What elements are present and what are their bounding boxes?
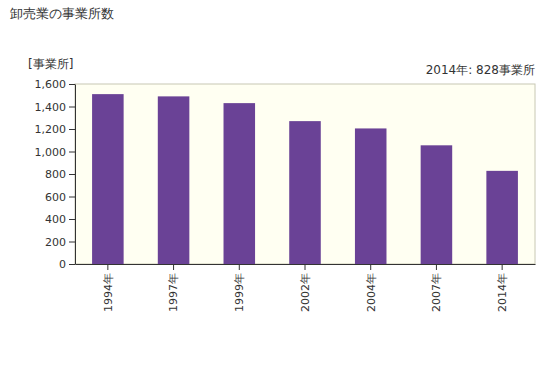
y-tick: 0	[59, 258, 75, 271]
bars	[92, 94, 518, 264]
y-axis-label: [事業所]	[28, 57, 73, 71]
x-tick-label: 2014年	[496, 273, 509, 312]
x-tick-label: 1997年	[167, 273, 180, 312]
x-tick: 1997年	[167, 264, 180, 312]
x-tick: 2007年	[430, 264, 443, 312]
x-tick-label: 1994年	[102, 273, 115, 312]
x-tick-mark	[107, 264, 108, 270]
y-tick-label: 0	[59, 258, 66, 271]
bar	[92, 94, 124, 264]
x-tick-mark	[502, 264, 503, 270]
y-tick-mark	[69, 197, 75, 198]
bar	[355, 128, 387, 264]
y-tick-mark	[69, 174, 75, 175]
y-tick: 200	[45, 236, 75, 249]
y-tick-label: 1,000	[35, 146, 67, 159]
bar	[224, 103, 256, 264]
y-axis-line	[75, 85, 76, 265]
bar	[486, 171, 518, 264]
y-tick: 1,200	[35, 123, 76, 136]
x-tick-mark	[436, 264, 437, 270]
y-tick-label: 1,600	[35, 78, 67, 91]
y-tick-mark	[69, 152, 75, 153]
y-tick: 1,600	[35, 78, 76, 91]
x-tick-label: 2007年	[430, 273, 443, 312]
x-tick-label: 1999年	[233, 273, 246, 312]
annotation: 2014年: 828事業所	[426, 63, 535, 77]
x-tick-mark	[173, 264, 174, 270]
y-tick: 400	[45, 213, 75, 226]
x-tick: 1999年	[233, 264, 246, 312]
y-tick: 800	[45, 168, 75, 181]
y-tick-mark	[69, 84, 75, 85]
x-tick: 1994年	[102, 264, 115, 312]
y-tick-mark	[69, 129, 75, 130]
x-tick-label: 2002年	[299, 273, 312, 312]
x-tick-mark	[370, 264, 371, 270]
x-tick: 2002年	[299, 264, 312, 312]
y-tick: 1,000	[35, 146, 76, 159]
y-tick-label: 1,200	[35, 123, 67, 136]
x-tick: 2014年	[496, 264, 509, 312]
bar	[289, 121, 321, 264]
y-tick-mark	[69, 242, 75, 243]
y-tick-label: 600	[45, 191, 66, 204]
x-tick-mark	[305, 264, 306, 270]
y-tick-mark	[69, 219, 75, 220]
y-tick-label: 200	[45, 236, 66, 249]
bar	[421, 145, 453, 264]
x-axis: 1994年 1997年 1999年 2002年 2004年 2007年 2014年	[76, 264, 536, 312]
x-tick-mark	[239, 264, 240, 270]
x-tick-label: 2004年	[365, 273, 378, 312]
y-tick-label: 800	[45, 168, 66, 181]
plot-background	[75, 84, 535, 264]
y-axis: 0 200 400 600 800 1,000 1,200 1,400 1,600	[35, 78, 76, 271]
y-tick-label: 400	[45, 213, 66, 226]
chart: 卸売業の事業所数 [事業所] 2014年: 828事業所 0 200 400 600 800 1…	[0, 0, 560, 366]
plot: 02004006008001,0001,2001,4001,6001994年19…	[35, 78, 536, 312]
y-tick-mark	[69, 264, 75, 265]
bar	[158, 96, 190, 264]
y-tick: 600	[45, 191, 75, 204]
y-tick-label: 1,400	[35, 101, 67, 114]
x-tick: 2004年	[365, 264, 378, 312]
y-tick-mark	[69, 107, 75, 108]
y-tick: 1,400	[35, 101, 76, 114]
title: 卸売業の事業所数	[10, 6, 114, 21]
